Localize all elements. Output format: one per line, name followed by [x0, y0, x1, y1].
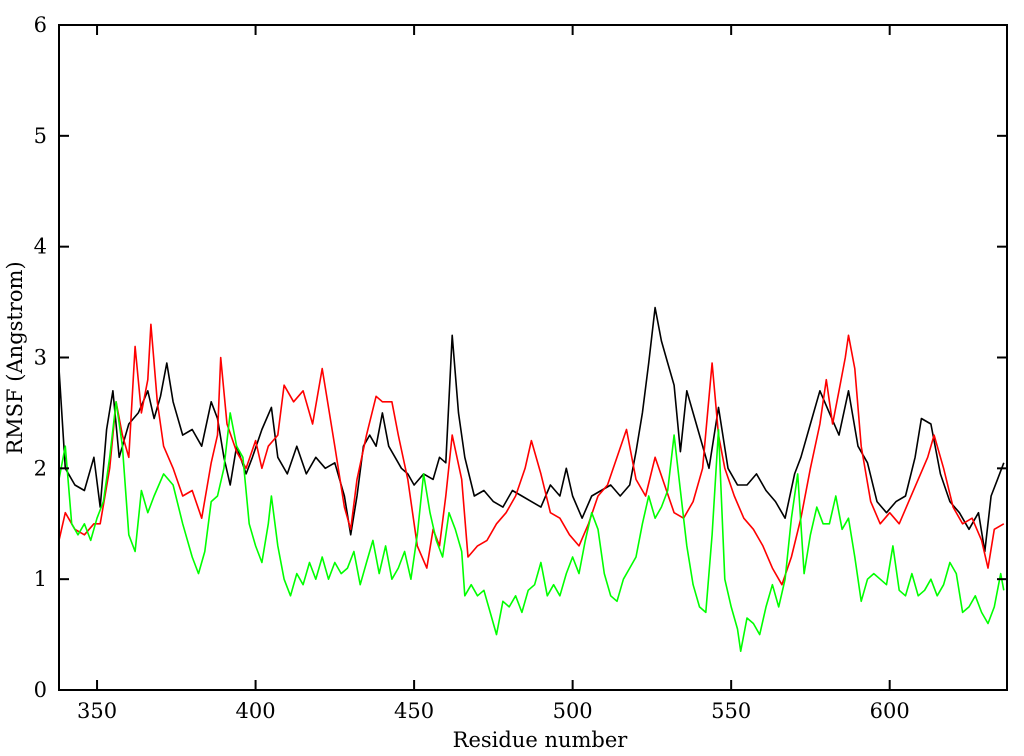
x-tick-label: 450: [394, 699, 434, 723]
y-tick-label: 3: [34, 346, 47, 370]
series-line-1: [58, 306, 1005, 553]
y-tick-label: 2: [34, 456, 47, 480]
x-tick-label: 400: [236, 699, 276, 723]
x-tick-label: 350: [77, 699, 117, 723]
x-tick-label: 550: [711, 699, 751, 723]
y-tick-label: 5: [34, 124, 47, 148]
y-tick-label: 1: [34, 567, 47, 591]
x-tick-label: 500: [553, 699, 593, 723]
y-axis-ticks: 0 1 2 3 4 5 6: [34, 13, 1007, 702]
y-tick-label: 0: [34, 678, 47, 702]
series-layer: [58, 306, 1005, 653]
x-tick-label: 600: [870, 699, 910, 723]
series-line-3: [58, 400, 1005, 653]
series-line-2: [58, 323, 1005, 586]
x-axis-title: Residue number: [453, 728, 629, 752]
y-axis-title: RMSF (Angstrom): [3, 261, 27, 454]
y-tick-label: 6: [34, 13, 47, 37]
y-tick-label: 4: [34, 235, 47, 259]
x-axis-ticks: 350 400 450 500 550 600: [77, 25, 910, 723]
